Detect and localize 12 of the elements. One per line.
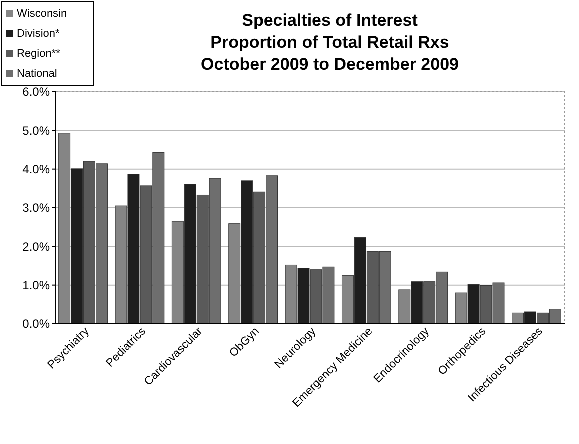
y-tick-label: 6.0% [22, 85, 50, 100]
legend-label: Wisconsin [17, 8, 68, 20]
y-tick-label: 4.0% [22, 162, 50, 177]
legend-label: Region** [17, 48, 62, 60]
y-tick-label: 5.0% [22, 124, 50, 138]
y-tick-label: 0.0% [22, 317, 50, 332]
legend-label: National [17, 68, 58, 80]
y-tick-label: 3.0% [22, 201, 50, 216]
y-tick-label: 2.0% [22, 240, 50, 254]
legend-label: Division* [17, 28, 61, 40]
y-tick-label: 1.0% [22, 278, 50, 293]
chart-title: Specialties of Interest Proportion of Total Retail Rxs October 2009 to December 2009 [201, 11, 459, 74]
